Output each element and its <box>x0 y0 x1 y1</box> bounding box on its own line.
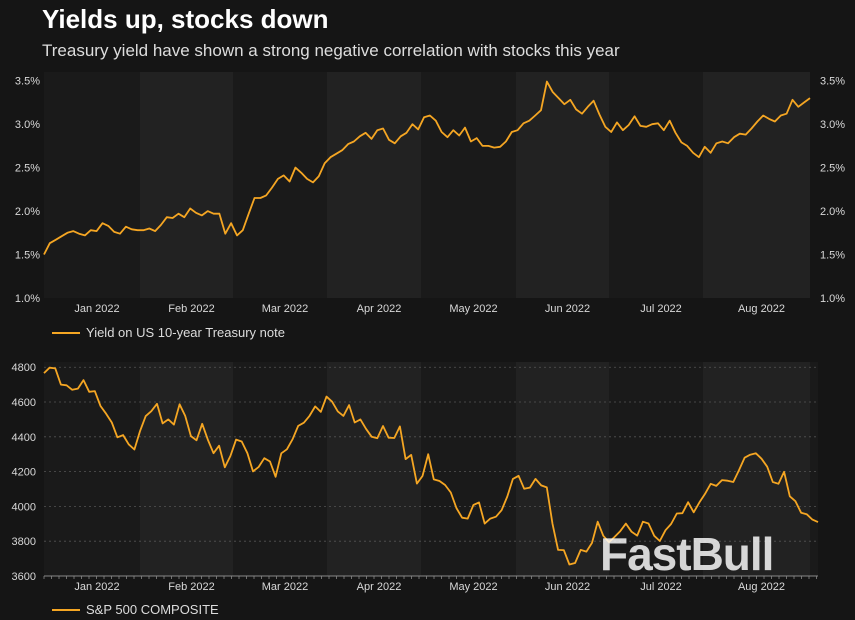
sp500-legend-label: S&P 500 COMPOSITE <box>86 602 219 617</box>
yield-x-tick-label: Jun 2022 <box>545 303 590 315</box>
yield-y-tick-label: 3.5% <box>15 76 40 88</box>
sp500-y-tick-label: 3600 <box>12 571 36 583</box>
sp500-month-band <box>233 362 327 576</box>
sp500-y-tick-label: 4400 <box>12 432 36 444</box>
sp500-x-tick-label: Apr 2022 <box>357 581 402 593</box>
sp500-month-band <box>327 362 421 576</box>
sp500-month-band <box>516 362 609 576</box>
yield-x-tick-label: May 2022 <box>449 303 497 315</box>
yield-x-tick-label: Jul 2022 <box>640 303 682 315</box>
yield-month-band <box>421 72 516 298</box>
yield-month-band <box>516 72 609 298</box>
yield-y-tick-label: 2.5% <box>15 163 40 175</box>
sp500-x-tick-label: May 2022 <box>449 581 497 593</box>
sp500-month-band <box>44 362 140 576</box>
yield-y-tick-label: 1.0% <box>15 293 40 305</box>
yield-x-tick-label: Jan 2022 <box>74 303 119 315</box>
fastbull-watermark: FastBull <box>600 528 774 580</box>
sp500-month-band <box>609 362 703 576</box>
sp500-x-tick-label: Jul 2022 <box>640 581 682 593</box>
yield-y-tick-label-right: 1.0% <box>820 293 845 305</box>
sp500-month-band <box>421 362 516 576</box>
sp500-x-tick-label: Jan 2022 <box>74 581 119 593</box>
sp500-y-tick-label: 3800 <box>12 536 36 548</box>
yield-y-tick-label-right: 2.0% <box>820 206 845 218</box>
yield-month-band <box>703 72 810 298</box>
yield-month-band <box>609 72 703 298</box>
sp500-x-tick-label: Mar 2022 <box>262 581 308 593</box>
yield-x-tick-label: Aug 2022 <box>738 303 785 315</box>
sp500-legend-swatch <box>52 608 80 611</box>
sp500-y-tick-label: 4200 <box>12 467 36 479</box>
sp500-y-tick-label: 4600 <box>12 397 36 409</box>
sp500-month-band <box>140 362 233 576</box>
yield-legend-swatch <box>52 331 80 334</box>
sp500-series-line <box>43 366 819 566</box>
sp500-legend: S&P 500 COMPOSITE <box>52 602 219 617</box>
yield-series-line <box>43 80 811 255</box>
yield-y-tick-label-right: 3.5% <box>820 76 845 88</box>
yield-y-tick-label: 3.0% <box>15 119 40 131</box>
yield-y-tick-label: 1.5% <box>15 250 40 262</box>
yield-x-tick-label: Apr 2022 <box>357 303 402 315</box>
sp500-x-tick-label: Aug 2022 <box>738 581 785 593</box>
chart-title: Yields up, stocks down <box>42 4 329 34</box>
yield-y-tick-label-right: 2.5% <box>820 163 845 175</box>
yield-month-band <box>140 72 233 298</box>
yield-x-tick-label: Mar 2022 <box>262 303 308 315</box>
yield-legend-label: Yield on US 10-year Treasury note <box>86 325 285 340</box>
yield-legend: Yield on US 10-year Treasury note <box>52 325 285 340</box>
sp500-month-band <box>703 362 810 576</box>
chart-subtitle: Treasury yield have shown a strong negat… <box>42 41 620 60</box>
sp500-x-tick-label: Feb 2022 <box>168 581 214 593</box>
sp500-y-tick-label: 4000 <box>12 501 36 513</box>
yield-x-tick-label: Feb 2022 <box>168 303 214 315</box>
yield-month-band <box>233 72 327 298</box>
sp500-y-tick-label: 4800 <box>12 362 36 374</box>
yield-y-tick-label-right: 3.0% <box>820 119 845 131</box>
yield-y-tick-label-right: 1.5% <box>820 250 845 262</box>
yield-month-band <box>44 72 140 298</box>
yield-month-band <box>327 72 421 298</box>
yield-y-tick-label: 2.0% <box>15 206 40 218</box>
sp500-x-tick-label: Jun 2022 <box>545 581 590 593</box>
